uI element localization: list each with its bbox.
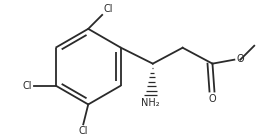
Text: O: O — [236, 54, 244, 64]
Text: NH₂: NH₂ — [142, 98, 160, 108]
Text: Cl: Cl — [103, 4, 113, 14]
Text: O: O — [209, 95, 216, 105]
Text: Cl: Cl — [78, 126, 88, 136]
Text: Cl: Cl — [22, 80, 32, 90]
